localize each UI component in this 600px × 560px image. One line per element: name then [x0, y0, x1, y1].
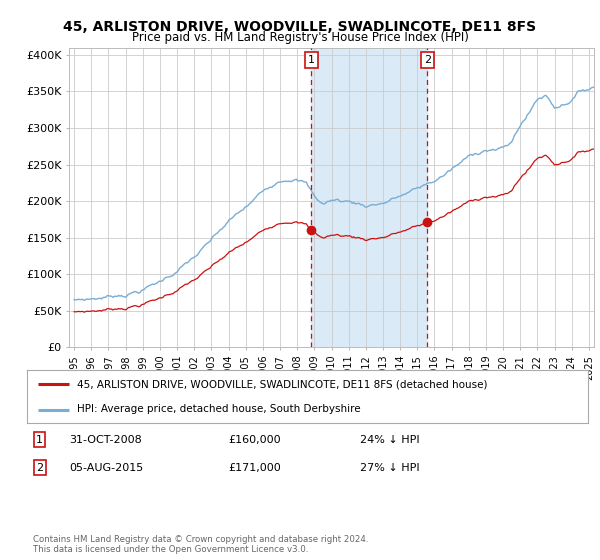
Text: £171,000: £171,000 [228, 463, 281, 473]
Bar [311, 48, 427, 347]
Text: 2: 2 [424, 55, 431, 65]
Text: Contains HM Land Registry data © Crown copyright and database right 2024.
This d: Contains HM Land Registry data © Crown c… [33, 535, 368, 554]
Text: 31-OCT-2008: 31-OCT-2008 [69, 435, 142, 445]
Text: 24% ↓ HPI: 24% ↓ HPI [360, 435, 419, 445]
Text: 05-AUG-2015: 05-AUG-2015 [69, 463, 143, 473]
Text: 2: 2 [36, 463, 43, 473]
Text: 1: 1 [36, 435, 43, 445]
Text: 1: 1 [308, 55, 315, 65]
Text: £160,000: £160,000 [228, 435, 281, 445]
Text: 27% ↓ HPI: 27% ↓ HPI [360, 463, 419, 473]
Text: 45, ARLISTON DRIVE, WOODVILLE, SWADLINCOTE, DE11 8FS (detached house): 45, ARLISTON DRIVE, WOODVILLE, SWADLINCO… [77, 380, 488, 390]
Text: 45, ARLISTON DRIVE, WOODVILLE, SWADLINCOTE, DE11 8FS: 45, ARLISTON DRIVE, WOODVILLE, SWADLINCO… [64, 20, 536, 34]
Text: Price paid vs. HM Land Registry's House Price Index (HPI): Price paid vs. HM Land Registry's House … [131, 31, 469, 44]
Text: HPI: Average price, detached house, South Derbyshire: HPI: Average price, detached house, Sout… [77, 404, 361, 414]
